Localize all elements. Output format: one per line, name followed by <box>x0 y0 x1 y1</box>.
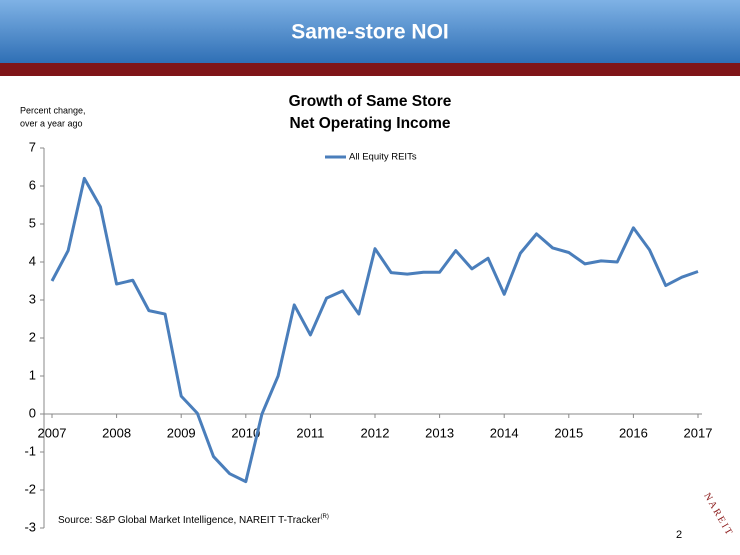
source-mark: (R) <box>321 514 329 520</box>
x-tick-label: 2015 <box>554 425 583 440</box>
x-tick-label: 2007 <box>38 425 67 440</box>
y-tick-label: 6 <box>29 177 36 192</box>
header-stripe <box>0 63 740 76</box>
x-tick-label: 2012 <box>361 425 390 440</box>
header-band <box>0 0 740 63</box>
data-line <box>50 176 699 484</box>
x-tick-label: 2009 <box>167 425 196 440</box>
y-tick-label: 4 <box>29 253 36 268</box>
y-tick-label: -1 <box>24 443 36 458</box>
y-axis-label: over a year ago <box>20 118 83 128</box>
source: Source: S&P Global Market Intelligence, … <box>58 514 329 526</box>
y-tick-label: -2 <box>24 481 36 496</box>
y-tick-label: 1 <box>29 367 36 382</box>
y-tick-label: 3 <box>29 291 36 306</box>
y-axis-label: Percent change, <box>20 105 86 115</box>
source-text: Source: S&P Global Market Intelligence, … <box>58 515 321 526</box>
x-tick-label: 2017 <box>684 425 713 440</box>
chart-title: Growth of Same Store <box>289 93 452 110</box>
x-tick-label: 2013 <box>425 425 454 440</box>
x-tick-label: 2010 <box>231 425 260 440</box>
chart-title: Net Operating Income <box>289 115 450 132</box>
x-tick-label: 2011 <box>296 425 324 440</box>
y-tick-label: -3 <box>24 519 36 534</box>
y-tick-label: 0 <box>29 405 36 420</box>
legend-label: All Equity REITs <box>349 152 417 163</box>
x-tick-label: 2008 <box>102 425 131 440</box>
y-tick-label: 2 <box>29 329 36 344</box>
x-tick-label: 2016 <box>619 425 648 440</box>
slide-title: Same-store NOI <box>291 21 449 44</box>
page-number: 2 <box>676 529 682 541</box>
y-tick-label: 5 <box>29 215 36 230</box>
x-tick-label: 2014 <box>490 425 519 440</box>
y-tick-label: 7 <box>29 139 36 154</box>
